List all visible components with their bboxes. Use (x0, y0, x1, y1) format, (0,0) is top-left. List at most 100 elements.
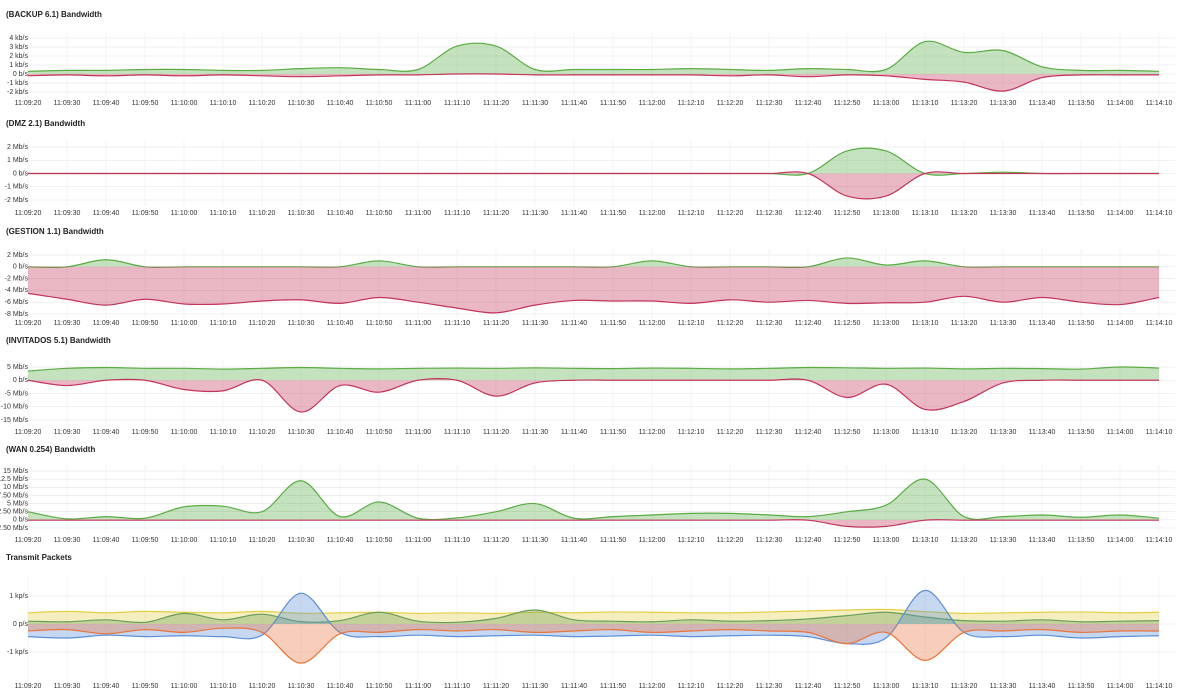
x-tick-label: 11:12:50 (834, 429, 861, 436)
y-tick-label: 10 Mb/s (3, 484, 28, 491)
x-tick-label: 11:13:40 (1029, 100, 1056, 107)
x-tick-label: 11:10:10 (210, 537, 237, 544)
x-tick-label: 11:12:00 (639, 537, 666, 544)
x-tick-label: 11:10:50 (366, 100, 393, 107)
x-tick-label: 11:13:10 (912, 210, 939, 217)
series-line (27, 147, 1159, 176)
x-tick-label: 11:11:10 (444, 683, 470, 690)
y-tick-label: 3 kb/s (9, 44, 28, 51)
x-tick-label: 11:09:20 (15, 320, 42, 327)
series-line (27, 627, 1160, 664)
x-tick-label: 11:13:00 (873, 320, 900, 327)
x-tick-label: 11:10:30 (288, 429, 315, 436)
x-tick-label: 11:13:50 (1068, 537, 1095, 544)
x-tick-label: 11:10:50 (366, 210, 393, 217)
x-tick-label: 11:12:30 (756, 683, 783, 690)
series-area (28, 519, 1159, 528)
y-tick-label: -6 Mb/s (5, 299, 29, 306)
y-tick-label: -5 Mb/s (5, 390, 29, 397)
x-tick-label: 11:13:50 (1068, 320, 1095, 327)
x-tick-label: 11:13:20 (951, 537, 978, 544)
x-tick-label: 11:12:20 (717, 210, 744, 217)
x-tick-label: 11:12:40 (795, 100, 822, 107)
y-tick-label: 1 kb/s (9, 62, 28, 69)
x-tick-label: 11:09:40 (93, 683, 120, 690)
series-line (27, 366, 1160, 372)
x-tick-label: 11:11:50 (600, 320, 626, 327)
x-tick-label: 11:11:20 (483, 429, 509, 436)
x-tick-label: 11:10:30 (288, 210, 315, 217)
x-tick-label: 11:10:10 (210, 100, 237, 107)
y-tick-label: 1 kp/s (9, 593, 28, 600)
y-tick-label: 5 Mb/s (7, 500, 29, 507)
x-tick-label: 11:09:20 (15, 537, 42, 544)
x-tick-label: 11:10:20 (249, 210, 276, 217)
x-tick-label: 11:12:00 (639, 210, 666, 217)
x-tick-label: 11:13:30 (990, 537, 1017, 544)
x-tick-label: 11:13:30 (990, 429, 1017, 436)
y-tick-label: 0 b/s (13, 517, 29, 524)
x-tick-label: 11:12:00 (639, 683, 666, 690)
x-tick-label: 11:11:20 (483, 320, 509, 327)
series-line (27, 40, 1160, 73)
panel-title: (BACKUP 6.1) Bandwidth (6, 10, 102, 19)
y-tick-label: -8 Mb/s (5, 311, 29, 318)
x-tick-label: 11:11:00 (405, 100, 431, 107)
x-tick-label: 11:12:10 (678, 320, 705, 327)
x-tick-label: 11:11:50 (600, 429, 626, 436)
x-tick-label: 11:13:40 (1029, 429, 1056, 436)
y-tick-label: -2 Mb/s (5, 197, 29, 204)
x-tick-label: 11:11:20 (483, 100, 509, 107)
y-tick-label: 0 b/s (13, 170, 29, 177)
x-tick-label: 11:10:20 (249, 429, 276, 436)
x-tick-label: 11:11:40 (561, 210, 587, 217)
x-tick-label: 11:10:20 (249, 320, 276, 327)
series-area (28, 479, 1159, 520)
x-tick-label: 11:13:30 (990, 210, 1017, 217)
x-tick-label: 11:11:10 (444, 429, 470, 436)
y-tick-label: 4 kb/s (9, 35, 28, 42)
x-tick-label: 11:12:30 (756, 537, 783, 544)
x-tick-label: 11:14:10 (1146, 320, 1173, 327)
series-line (28, 519, 1159, 528)
x-tick-label: 11:10:50 (366, 320, 393, 327)
panel-title: (DMZ 2.1) Bandwidth (6, 119, 85, 128)
series-line (27, 171, 1159, 200)
x-tick-label: 11:09:40 (93, 429, 120, 436)
x-tick-label: 11:11:40 (561, 429, 587, 436)
series-area (28, 148, 1159, 176)
y-tick-label: -1 kb/s (7, 80, 29, 87)
series-line (27, 609, 1160, 624)
x-tick-label: 11:14:00 (1107, 537, 1134, 544)
series-line (27, 377, 1159, 413)
x-tick-label: 11:12:40 (795, 320, 822, 327)
x-tick-label: 11:11:20 (483, 210, 509, 217)
x-tick-label: 11:12:30 (756, 320, 783, 327)
x-tick-label: 11:14:10 (1146, 100, 1173, 107)
x-tick-label: 11:11:00 (405, 683, 431, 690)
x-tick-label: 11:09:30 (54, 100, 81, 107)
x-tick-label: 11:13:10 (912, 100, 939, 107)
series-area (28, 378, 1159, 413)
y-tick-label: 0 b/s (13, 264, 29, 271)
x-tick-label: 11:14:00 (1107, 429, 1134, 436)
x-tick-label: 11:13:40 (1029, 210, 1056, 217)
x-tick-label: 11:13:20 (951, 429, 978, 436)
x-tick-label: 11:12:40 (795, 210, 822, 217)
x-tick-label: 11:12:30 (756, 100, 783, 107)
x-tick-label: 11:12:40 (795, 537, 822, 544)
x-tick-label: 11:12:10 (678, 429, 705, 436)
x-tick-label: 11:12:40 (795, 429, 822, 436)
x-tick-label: 11:09:40 (93, 320, 120, 327)
x-tick-label: 11:13:40 (1029, 683, 1056, 690)
x-tick-label: 11:10:00 (171, 429, 198, 436)
y-tick-label: -10 Mb/s (1, 404, 29, 411)
x-tick-label: 11:11:30 (522, 537, 548, 544)
y-tick-label: -15 Mb/s (1, 417, 29, 424)
x-tick-label: 11:09:40 (93, 537, 120, 544)
x-tick-label: 11:11:00 (405, 429, 431, 436)
panel-title: (WAN 0.254) Bandwidth (6, 445, 95, 454)
x-tick-label: 11:13:00 (873, 683, 900, 690)
x-tick-label: 11:11:40 (561, 100, 587, 107)
